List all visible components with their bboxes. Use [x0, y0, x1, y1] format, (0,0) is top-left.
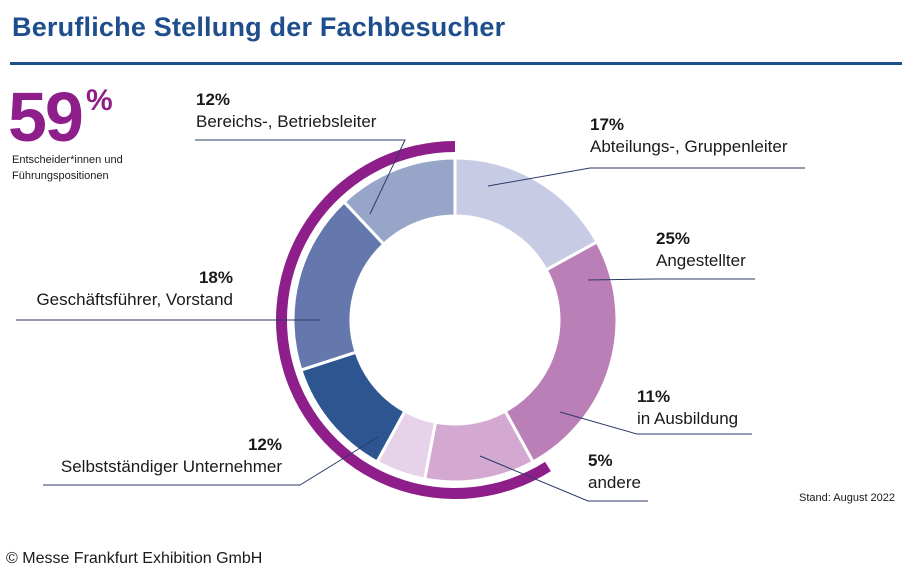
value-label: 25% — [656, 229, 691, 248]
category-label: Geschäftsführer, Vorstand — [36, 290, 233, 309]
label-ausbildung: 11% in Ausbildung — [637, 386, 738, 430]
leader-bereichsleiter — [195, 139, 406, 215]
leader-abteilungsleiter — [487, 167, 805, 187]
category-label: Angestellter — [656, 251, 746, 270]
label-geschaeftsfuehrer: 18% Geschäftsführer, Vorstand — [36, 267, 233, 311]
highlight-value: 59 — [8, 78, 84, 156]
category-label: Abteilungs-, Gruppenleiter — [590, 137, 788, 156]
value-label: 5% — [588, 451, 613, 470]
value-label: 18% — [198, 268, 233, 287]
footnote-date: Stand: August 2022 — [799, 492, 896, 504]
value-label: 12% — [247, 435, 282, 454]
value-label: 17% — [590, 115, 625, 134]
category-label: andere — [588, 473, 641, 492]
leader-ausbildung — [559, 411, 752, 435]
label-bereichsleiter: 12% Bereichs-, Betriebsleiter — [196, 89, 376, 133]
category-label: in Ausbildung — [637, 409, 739, 428]
highlight-description: Entscheider*innen und Führungspositionen — [12, 154, 123, 182]
highlight-unit: % — [86, 84, 113, 117]
leader-andere — [479, 455, 648, 502]
category-label: Bereichs-, Betriebsleiter — [196, 112, 377, 131]
label-angestellter: 25% Angestellter — [656, 228, 746, 272]
slice-bereichs-betriebsleiter — [341, 156, 457, 247]
value-label: 11% — [637, 387, 671, 406]
leader-selbststaendiger — [43, 436, 379, 486]
chart-title: Berufliche Stellung der Fachbesucher — [12, 12, 506, 42]
leader-angestellter — [587, 278, 755, 281]
category-label: Selbstständiger Unternehmer — [60, 457, 282, 476]
value-label: 12% — [196, 90, 231, 109]
label-abteilungsleiter: 17% Abteilungs-, Gruppenleiter — [590, 114, 788, 158]
label-andere: 5% andere — [588, 450, 641, 494]
slice-angestellter — [503, 239, 619, 465]
copyright-notice: © Messe Frankfurt Exhibition GmbH — [6, 550, 263, 567]
title-divider — [10, 62, 902, 65]
label-selbststaendiger: 12% Selbstständiger Unternehmer — [61, 434, 282, 478]
